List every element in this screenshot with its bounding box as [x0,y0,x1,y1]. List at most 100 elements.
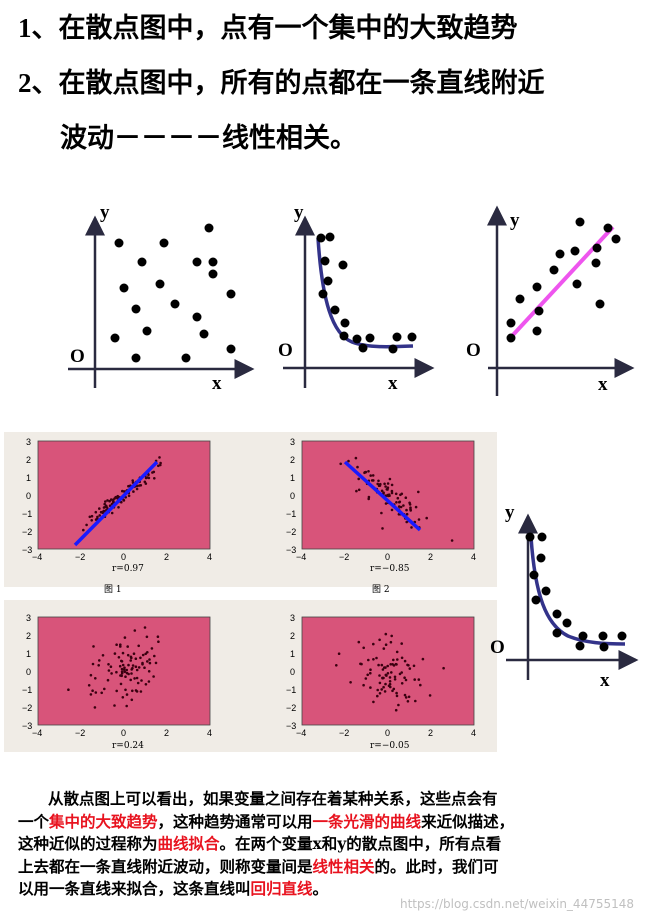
data-point [98,514,101,517]
data-point [386,488,389,491]
data-point [113,652,117,655]
data-point [91,662,95,666]
data-point [124,675,127,678]
tick: 4 [471,552,476,562]
data-point [89,693,93,696]
data-point [104,500,107,503]
data-point [392,687,396,691]
tick: 2 [428,728,433,738]
data-point [110,672,113,675]
data-point [347,459,350,463]
data-point [122,498,125,502]
data-point [363,471,367,474]
data-point [371,474,375,477]
data-point [122,668,126,671]
data-point [372,658,375,661]
data-point [125,704,128,708]
data-point [137,666,141,669]
data-point [127,484,130,488]
data-point [148,661,152,665]
data-point [389,640,393,644]
para-text: 一个 [18,811,50,831]
data-point [395,650,399,654]
data-point [136,681,140,685]
data-point [85,523,88,527]
data-point [147,680,151,683]
data-point [124,688,127,692]
para-text: 从散点图上可以看出，如果变量之间存在着某种关系，这些点会有 [48,789,498,808]
data-point [143,666,146,669]
data-point [103,502,106,506]
tick: 3 [26,437,31,447]
data-point [99,510,103,514]
data-point [407,695,411,699]
data-point [395,691,398,695]
data-point [135,668,139,672]
data-point [130,668,133,671]
data-point [131,689,134,693]
data-point [406,700,410,703]
axis-x-label-4: x [600,670,610,691]
data-point [403,659,407,663]
tick: 0 [290,667,295,677]
data-point [389,663,393,666]
data-point [126,653,130,657]
data-point [159,463,162,467]
data-point [402,504,405,507]
data-point [378,674,381,677]
para-text: 以用一条直线来拟合，这条直线叫 [18,879,251,898]
tick: 0 [385,728,390,738]
data-point [369,474,373,477]
data-point [405,508,408,512]
data-point [125,668,129,672]
panel2-r: r=−0.85 [370,564,410,574]
data-point [404,678,408,682]
data-point [135,690,139,693]
panel1-caption: 图 1 [104,584,122,595]
data-point [405,512,409,516]
panel4-r: r=−0.05 [370,741,410,751]
data-point [131,664,135,667]
data-point [146,651,149,654]
data-point [372,700,375,704]
data-point [123,670,127,674]
data-point [118,664,122,668]
data-point [97,664,100,667]
data-point [147,476,151,480]
tick: 3 [290,437,295,447]
data-point [94,677,97,680]
tick: 2 [290,455,295,465]
data-point [390,491,394,495]
data-point [157,640,160,643]
scatter-linear: y O x [466,205,635,396]
data-point [378,681,382,685]
data-point [380,511,383,515]
data-point [400,682,404,685]
data-point [87,684,91,687]
data-point [157,464,160,468]
tick: −1 [286,509,296,519]
data-point [390,508,394,512]
data-point [357,488,361,492]
data-point [362,646,366,650]
origin-label-4: O [490,637,505,658]
data-point [355,489,358,493]
tick: 3 [290,613,295,623]
para-text: 的。此时，我们可 [374,856,499,876]
data-point [381,676,384,680]
para-line-2: 一个集中的大致趋势，这种趋势通常可以用一条光滑的曲线来近似描述， [18,811,648,834]
tick: −2 [75,728,85,738]
data-point [403,693,407,697]
tick: −1 [22,509,32,519]
data-point [377,663,380,667]
data-point [138,484,141,487]
data-point [123,636,127,639]
tick: −2 [339,552,349,562]
data-point [137,644,140,648]
tick: −2 [339,728,349,738]
data-point [421,657,425,661]
tick: −2 [22,703,32,713]
axis-y-label-4: y [505,502,515,523]
data-point [115,689,118,693]
data-point [144,683,148,686]
